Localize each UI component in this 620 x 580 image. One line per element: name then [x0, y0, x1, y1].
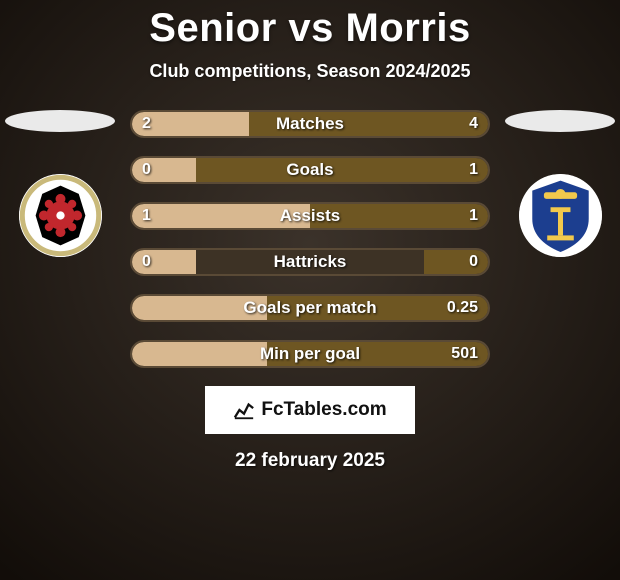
warrington-crest-icon	[519, 174, 602, 257]
stat-bars-container: Matches24 Goals01 Assists11 Hattricks00 Goal…	[120, 110, 500, 368]
stat-bar: Goals per match0.25	[130, 294, 490, 322]
stat-bar-track	[130, 294, 490, 322]
stat-bar-left-fill	[132, 296, 267, 320]
right-player-avatar	[505, 110, 615, 132]
stat-bar: Min per goal501	[130, 340, 490, 368]
stat-bar: Assists11	[130, 202, 490, 230]
stat-bar-left-fill	[132, 158, 196, 182]
stat-bar-track	[130, 340, 490, 368]
stat-bar-right-fill	[310, 204, 488, 228]
stat-bar: Matches24	[130, 110, 490, 138]
stat-bar-track	[130, 202, 490, 230]
left-player-avatar	[5, 110, 115, 132]
stat-bar: Goals01	[130, 156, 490, 184]
footer-brand-text: FcTables.com	[261, 399, 386, 421]
footer-brand[interactable]: FcTables.com	[205, 386, 415, 434]
page-title: Senior vs Morris	[149, 6, 470, 51]
right-player-column	[500, 110, 620, 257]
stat-bar-left-fill	[132, 342, 267, 366]
left-club-crest	[19, 174, 102, 257]
stat-bar-track	[130, 156, 490, 184]
comparison-row: Matches24 Goals01 Assists11 Hattricks00 Goal…	[0, 110, 620, 368]
footer-date: 22 february 2025	[235, 450, 385, 472]
stat-bar-track	[130, 248, 490, 276]
right-club-crest	[519, 174, 602, 257]
stat-bar-right-fill	[196, 158, 488, 182]
stat-bar-right-fill	[249, 112, 488, 136]
stat-bar-right-fill	[267, 342, 488, 366]
stat-bar: Hattricks00	[130, 248, 490, 276]
page-subtitle: Club competitions, Season 2024/2025	[149, 61, 470, 82]
chart-icon	[233, 399, 255, 421]
stat-bar-left-fill	[132, 112, 249, 136]
stat-bar-right-fill	[267, 296, 488, 320]
chorley-crest-icon	[19, 174, 102, 257]
left-player-column	[0, 110, 120, 257]
stat-bar-left-fill	[132, 204, 310, 228]
stat-bar-track	[130, 110, 490, 138]
stat-bar-right-fill	[424, 250, 488, 274]
stat-bar-left-fill	[132, 250, 196, 274]
